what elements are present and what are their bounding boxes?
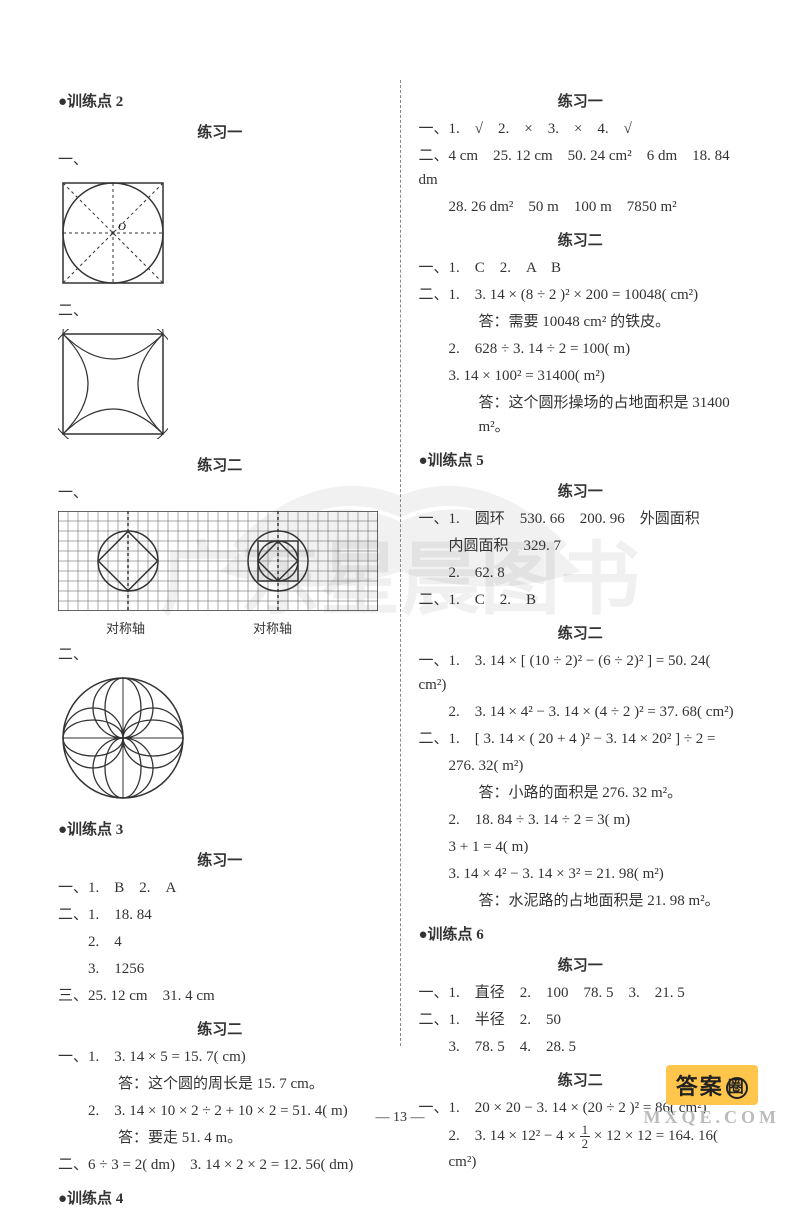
right-column: 练习一 一、1. √ 2. × 3. × 4. √ 二、4 cm 25. 12 …: [401, 80, 761, 1046]
svg-text:O: O: [118, 221, 126, 233]
r27a: 2. 3. 14 × 12² − 4 ×: [449, 1128, 580, 1144]
tp6-practice-1: 练习一: [419, 954, 743, 975]
r25: 3. 78. 5 4. 28. 5: [419, 1035, 743, 1059]
r6: 答：需要 10048 cm² 的铁皮。: [419, 310, 743, 334]
r5: 二、1. 3. 14 × (8 ÷ 2 )² × 200 = 10048( cm…: [419, 283, 743, 307]
r13: 二、1. C 2. B: [419, 588, 743, 612]
tp3-l9: 答：要走 51. 4 m。: [58, 1126, 382, 1150]
tp3-practice-1: 练习一: [58, 849, 382, 870]
tp4-practice-2: 练习二: [419, 229, 743, 250]
tp3-l6: 一、1. 3. 14 × 5 = 15. 7( cm): [58, 1045, 382, 1069]
tp5-practice-2: 练习二: [419, 622, 743, 643]
axis-label-1: 对称轴: [106, 618, 145, 637]
item-yi-2: 一、: [58, 481, 382, 505]
r16: 二、1. [ 3. 14 × ( 20 + 4 )² − 3. 14 × 20²…: [419, 727, 743, 751]
footer-badge-circ: 圈: [726, 1077, 748, 1099]
left-column: ●训练点 2 练习一 一、 O 二、: [40, 80, 400, 1046]
r17: 276. 32( m²): [419, 754, 743, 778]
r8: 3. 14 × 100² = 31400( m²): [419, 364, 743, 388]
r23: 一、1. 直径 2. 100 78. 5 3. 21. 5: [419, 981, 743, 1005]
r9: 答：这个圆形操场的占地面积是 31400 m²。: [419, 391, 743, 439]
r14: 一、1. 3. 14 × [ (10 ÷ 2)² − (6 ÷ 2)² ] = …: [419, 649, 743, 697]
training-point-4: ●训练点 4: [58, 1187, 382, 1208]
tp3-l1: 一、1. B 2. A: [58, 876, 382, 900]
tp3-l3: 2. 4: [58, 930, 382, 954]
practice-1-title: 练习一: [58, 121, 382, 142]
page-content: ●训练点 2 练习一 一、 O 二、: [0, 0, 800, 1066]
axis-label-2: 对称轴: [253, 618, 292, 637]
item-yi-1: 一、: [58, 148, 382, 172]
item-er-1: 二、: [58, 299, 382, 323]
r20: 3 + 1 = 4( m): [419, 835, 743, 859]
tp3-l7: 答：这个圆的周长是 15. 7 cm。: [58, 1072, 382, 1096]
tp3-l10: 二、6 ÷ 3 = 2( dm) 3. 14 × 2 × 2 = 12. 56(…: [58, 1153, 382, 1177]
r10: 一、1. 圆环 530. 66 200. 96 外圆面积: [419, 507, 743, 531]
footer-badge-text: 答案: [676, 1074, 724, 1099]
training-point-6: ●训练点 6: [419, 923, 743, 944]
tp5-practice-1: 练习一: [419, 480, 743, 501]
r7: 2. 628 ÷ 3. 14 ÷ 2 = 100( m): [419, 337, 743, 361]
footer-badge: 答案圈: [666, 1065, 758, 1105]
footer-watermark: 答案圈 MXQE.COM: [644, 1065, 780, 1128]
r18: 答：小路的面积是 276. 32 m²。: [419, 781, 743, 805]
r21: 3. 14 × 4² − 3. 14 × 3² = 21. 98( m²): [419, 862, 743, 886]
r19: 2. 18. 84 ÷ 3. 14 ÷ 2 = 3( m): [419, 808, 743, 832]
r24: 二、1. 半径 2. 50: [419, 1008, 743, 1032]
axis-labels: 对称轴 对称轴: [58, 618, 382, 637]
training-point-2: ●训练点 2: [58, 90, 382, 111]
r12: 2. 62. 8: [419, 561, 743, 585]
r22: 答：水泥路的占地面积是 21. 98 m²。: [419, 889, 743, 913]
training-point-5: ●训练点 5: [419, 449, 743, 470]
footer-url: MXQE.COM: [644, 1107, 780, 1128]
tp3-l4: 3. 1256: [58, 957, 382, 981]
item-er-2: 二、: [58, 643, 382, 667]
figure-flower-circle: [58, 673, 382, 808]
tp4-practice-1: 练习一: [419, 90, 743, 111]
r2: 二、4 cm 25. 12 cm 50. 24 cm² 6 dm 18. 84 …: [419, 144, 743, 192]
figure-square-circle-1: O: [58, 178, 382, 293]
tp3-l5: 三、25. 12 cm 31. 4 cm: [58, 984, 382, 1008]
figure-grid-symmetry: 对称轴 对称轴: [58, 511, 382, 637]
r1: 一、1. √ 2. × 3. × 4. √: [419, 117, 743, 141]
tp3-l8: 2. 3. 14 × 10 × 2 ÷ 2 + 10 × 2 = 51. 4( …: [58, 1099, 382, 1123]
figure-square-petals: [58, 329, 382, 444]
r11: 内圆面积 329. 7: [419, 534, 743, 558]
r4: 一、1. C 2. A B: [419, 256, 743, 280]
tp3-practice-2: 练习二: [58, 1018, 382, 1039]
r3: 28. 26 dm² 50 m 100 m 7850 m²: [419, 195, 743, 219]
tp3-l2: 二、1. 18. 84: [58, 903, 382, 927]
training-point-3: ●训练点 3: [58, 818, 382, 839]
r15: 2. 3. 14 × 4² − 3. 14 × (4 ÷ 2 )² = 37. …: [419, 700, 743, 724]
practice-2-title: 练习二: [58, 454, 382, 475]
r27: 2. 3. 14 × 12² − 4 × 12 × 12 × 12 = 164.…: [419, 1123, 743, 1174]
